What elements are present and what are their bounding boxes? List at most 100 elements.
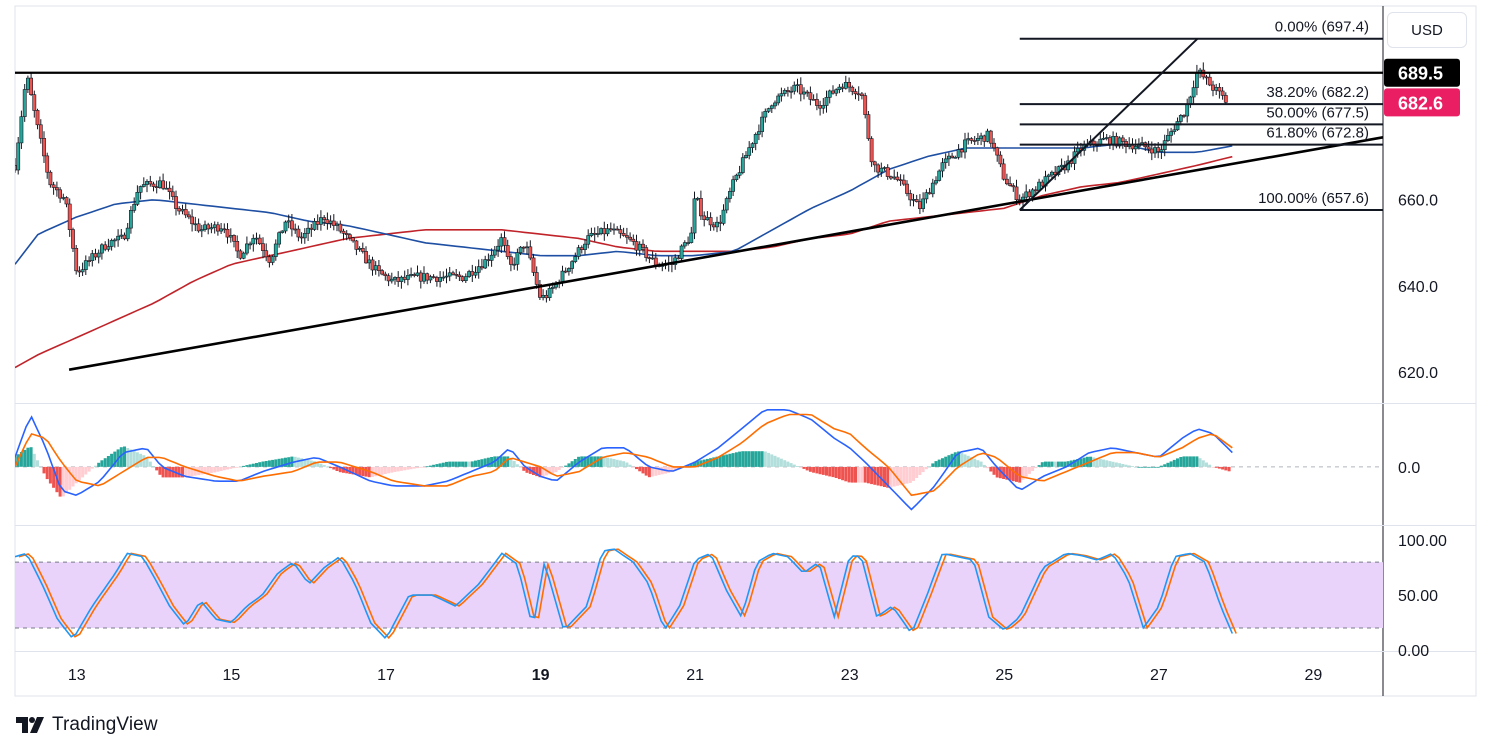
macd-histogram-bar bbox=[396, 466, 400, 472]
candle-body bbox=[286, 220, 291, 223]
time-axis-tick: 17 bbox=[377, 667, 395, 684]
candle bbox=[566, 267, 571, 276]
macd-histogram-bar bbox=[1098, 458, 1102, 467]
candle-body bbox=[54, 187, 59, 191]
candle bbox=[631, 234, 636, 246]
candle-body bbox=[950, 155, 955, 158]
candle-body bbox=[628, 236, 633, 240]
candle bbox=[882, 166, 887, 171]
macd-histogram-bar bbox=[1108, 461, 1112, 467]
candle-body bbox=[42, 138, 46, 157]
candle bbox=[811, 94, 816, 101]
macd-histogram-bar bbox=[155, 466, 159, 471]
candle bbox=[995, 146, 1000, 162]
candle-body bbox=[1075, 148, 1080, 153]
macd-histogram-bar bbox=[284, 457, 287, 467]
candle bbox=[1011, 183, 1016, 192]
macd-histogram-bar bbox=[271, 459, 275, 467]
candle bbox=[563, 267, 568, 274]
candle-body bbox=[158, 180, 162, 189]
candle-body bbox=[566, 268, 571, 272]
candle bbox=[354, 239, 359, 256]
macd-histogram-bar bbox=[216, 466, 220, 472]
macd-histogram-bar bbox=[625, 462, 629, 467]
candle bbox=[531, 253, 536, 276]
candle bbox=[621, 227, 626, 237]
macd-histogram-bar bbox=[106, 456, 110, 467]
candle bbox=[969, 137, 974, 144]
macd-histogram-bar bbox=[474, 460, 477, 467]
candle-body bbox=[850, 86, 855, 92]
macd-histogram-bar bbox=[255, 463, 258, 467]
brand-name: TradingView bbox=[52, 714, 158, 735]
macd-histogram-bar bbox=[879, 466, 883, 487]
candle-body bbox=[895, 176, 900, 181]
candle bbox=[174, 190, 178, 216]
currency-button[interactable]: USD bbox=[1387, 12, 1467, 48]
macd-histogram-bar bbox=[924, 466, 928, 470]
macd-histogram-bar bbox=[48, 466, 52, 484]
candle bbox=[476, 259, 481, 279]
candle bbox=[831, 85, 835, 95]
candle-body bbox=[992, 142, 996, 149]
macd-histogram-bar bbox=[403, 466, 407, 471]
candle bbox=[67, 198, 72, 237]
candle-body bbox=[595, 233, 600, 235]
candle bbox=[241, 251, 246, 260]
candle bbox=[61, 193, 66, 201]
candle-body bbox=[1014, 186, 1019, 200]
candle-body bbox=[251, 238, 256, 245]
candle-body bbox=[760, 116, 765, 132]
candle bbox=[737, 165, 742, 179]
macd-histogram-bar bbox=[854, 466, 857, 483]
macd-histogram-bar bbox=[644, 466, 648, 476]
candle-body bbox=[608, 228, 613, 231]
macd-histogram-bar bbox=[1079, 458, 1083, 467]
candle bbox=[315, 214, 320, 231]
candle-body bbox=[177, 208, 182, 212]
macd-histogram-bar bbox=[921, 466, 925, 473]
candle bbox=[90, 250, 95, 267]
macd-histogram-bar bbox=[441, 462, 445, 467]
candle-body bbox=[373, 265, 378, 271]
candle-body bbox=[1024, 191, 1029, 198]
candle-body bbox=[483, 259, 488, 269]
candle bbox=[129, 206, 133, 234]
candle-body bbox=[74, 248, 79, 272]
candle bbox=[763, 108, 768, 123]
tradingview-brand[interactable]: TradingView bbox=[16, 712, 158, 738]
candle bbox=[718, 215, 723, 232]
candle bbox=[795, 78, 800, 93]
candle bbox=[869, 136, 874, 167]
candle bbox=[296, 225, 301, 242]
time-axis-tick: 13 bbox=[68, 667, 86, 684]
candle-body bbox=[924, 192, 929, 200]
candle bbox=[441, 271, 446, 281]
candle-body bbox=[711, 224, 716, 228]
candle bbox=[376, 260, 381, 277]
macd-histogram-bar bbox=[1179, 457, 1183, 467]
candle bbox=[357, 246, 362, 252]
macd-histogram-bar bbox=[425, 466, 429, 468]
candle-body bbox=[528, 246, 533, 259]
candle-body bbox=[847, 82, 852, 88]
candle bbox=[1159, 144, 1164, 159]
macd-histogram-bar bbox=[863, 466, 867, 483]
tradingview-logo-icon bbox=[16, 717, 44, 733]
macd-histogram-bar bbox=[325, 466, 329, 468]
macd-histogram-bar bbox=[606, 457, 609, 467]
macd-histogram-bar bbox=[583, 456, 587, 467]
candle-body bbox=[856, 93, 861, 96]
candle bbox=[905, 180, 909, 197]
candle bbox=[402, 270, 407, 284]
candle-body bbox=[405, 275, 410, 280]
candle-body bbox=[1153, 147, 1157, 154]
candle-body bbox=[296, 228, 301, 238]
candle-body bbox=[1120, 137, 1125, 142]
candle-body bbox=[1185, 104, 1190, 117]
candle bbox=[1104, 134, 1109, 141]
macd-histogram-bar bbox=[696, 461, 700, 467]
macd-histogram-bar bbox=[738, 451, 742, 467]
stochastic-axis-tick: 50.00 bbox=[1398, 588, 1438, 605]
